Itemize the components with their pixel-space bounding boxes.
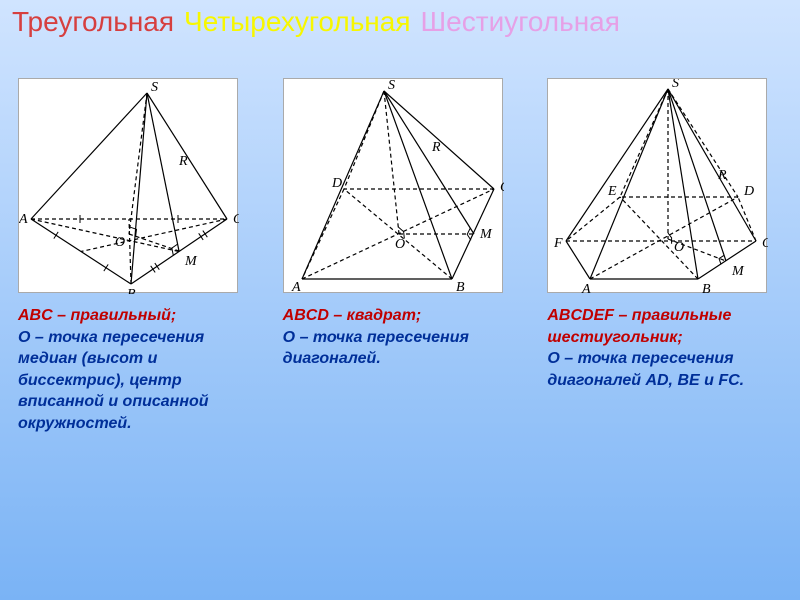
svg-quadrilateral-pyramid: S A B C D O M R	[284, 79, 504, 294]
col-triangular: S A B C O M R ABC – правильный; O – точка пере…	[18, 78, 253, 435]
svg-text:A: A	[19, 212, 28, 227]
svg-text:C: C	[762, 236, 768, 251]
diagram-quadrilateral: S A B C D O M R	[283, 78, 503, 293]
header-hexagonal: Шестиугольная	[421, 6, 620, 38]
svg-text:A: A	[581, 282, 591, 294]
svg-text:C: C	[233, 212, 239, 227]
header-quadrilateral: Четырехугольная	[184, 6, 410, 38]
svg-text:M: M	[479, 227, 493, 242]
svg-text:M: M	[731, 264, 745, 279]
svg-text:S: S	[672, 79, 679, 91]
svg-text:D: D	[331, 176, 342, 191]
svg-text:B: B	[127, 287, 136, 294]
columns: S A B C O M R ABC – правильный; O – точка пере…	[0, 38, 800, 435]
svg-hexagonal-pyramid: S A B C D E F O M R	[548, 79, 768, 294]
svg-text:E: E	[607, 184, 617, 199]
caption-quadrilateral: ABCD – квадрат; O – точка пересечения ди…	[283, 305, 518, 370]
svg-text:R: R	[431, 140, 441, 155]
svg-text:O: O	[395, 237, 405, 252]
svg-triangular-pyramid: S A B C O M R	[19, 79, 239, 294]
diagram-hexagonal: S A B C D E F O M R	[547, 78, 767, 293]
caption-hex-red: ABCDEF – правильные шестиугольник;	[547, 305, 782, 348]
svg-text:A: A	[291, 280, 301, 294]
diagram-triangular: S A B C O M R	[18, 78, 238, 293]
caption-tri-blue: O – точка пересечения медиан (высот и би…	[18, 327, 253, 435]
caption-hexagonal: ABCDEF – правильные шестиугольник; O – т…	[547, 305, 782, 391]
col-hexagonal: S A B C D E F O M R ABCDEF – правильные шестиугол…	[547, 78, 782, 435]
svg-text:R: R	[178, 154, 188, 169]
svg-text:D: D	[743, 184, 754, 199]
svg-text:R: R	[717, 168, 727, 183]
caption-quad-red: ABCD – квадрат;	[283, 305, 518, 327]
svg-text:S: S	[151, 80, 158, 95]
caption-triangular: ABC – правильный; O – точка пересечения …	[18, 305, 253, 435]
svg-text:C: C	[500, 180, 504, 195]
svg-text:O: O	[115, 235, 125, 250]
col-quadrilateral: S A B C D O M R ABCD – квадрат; O – точка перес…	[283, 78, 518, 435]
header-row: Треугольная Четырехугольная Шестиугольна…	[0, 0, 800, 38]
svg-text:B: B	[702, 282, 711, 294]
caption-hex-blue: O – точка пересечения диагоналей AD, BE …	[547, 348, 782, 391]
svg-text:M: M	[184, 254, 198, 269]
caption-tri-red: ABC – правильный;	[18, 305, 253, 327]
svg-text:O: O	[674, 240, 684, 255]
header-triangular: Треугольная	[12, 6, 174, 38]
svg-text:B: B	[456, 280, 465, 294]
svg-text:S: S	[388, 79, 395, 93]
caption-quad-blue: O – точка пересечения диагоналей.	[283, 327, 518, 370]
svg-text:F: F	[553, 236, 563, 251]
